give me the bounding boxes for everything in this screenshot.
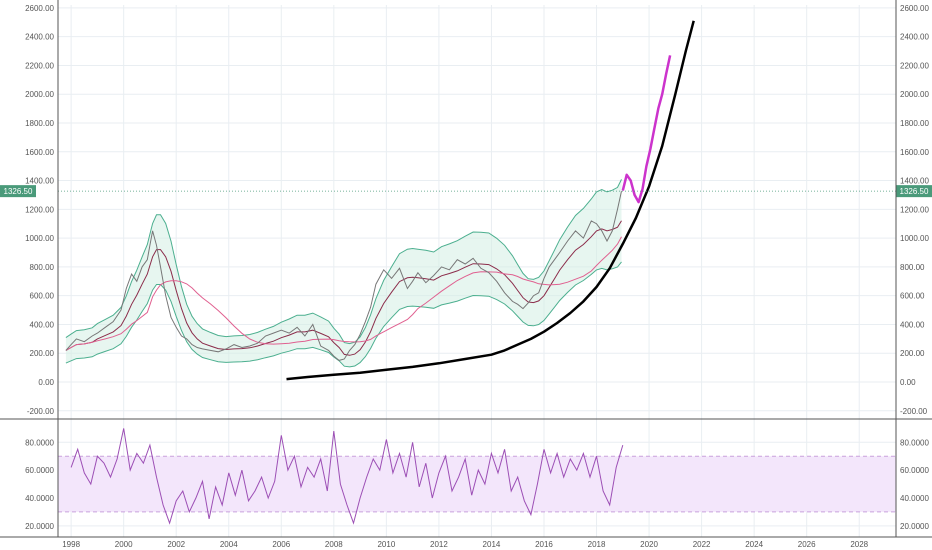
y-tick-left: 1200.00 (25, 205, 54, 214)
y-tick-right: 400.00 (900, 320, 925, 329)
y-tick-right: -200.00 (900, 407, 928, 416)
y-tick-left: 800.00 (30, 263, 55, 272)
x-tick: 2026 (798, 540, 816, 549)
x-tick: 2004 (220, 540, 238, 549)
x-tick: 2008 (325, 540, 343, 549)
y-tick-right: 2000.00 (900, 90, 929, 99)
y-tick-right: 200.00 (900, 349, 925, 358)
x-tick: 2014 (483, 540, 501, 549)
osc-tick-right: 60.0000 (900, 466, 929, 475)
moving-average-fast (65, 220, 622, 356)
y-tick-left: 1600.00 (25, 148, 54, 157)
x-tick: 2012 (430, 540, 448, 549)
y-tick-right: 2600.00 (900, 4, 929, 13)
y-tick-left: 0.00 (38, 378, 54, 387)
price-line (65, 190, 622, 361)
last-price-badge-right (896, 185, 932, 198)
price-series-layer (65, 20, 695, 381)
y-tick-right: 0.00 (900, 378, 916, 387)
oscillator-layer (58, 428, 896, 525)
osc-tick-right: 40.0000 (900, 494, 929, 503)
y-tick-left: 1800.00 (25, 119, 54, 128)
moving-average-slow (65, 236, 622, 351)
trend-curve (286, 20, 695, 381)
x-tick: 1998 (62, 540, 80, 549)
osc-tick-left: 40.0000 (25, 494, 54, 503)
y-tick-left: 200.00 (30, 349, 55, 358)
y-tick-left: 2000.00 (25, 90, 54, 99)
y-tick-right: 800.00 (900, 263, 925, 272)
x-tick: 2028 (850, 540, 868, 549)
y-tick-right: 1000.00 (900, 234, 929, 243)
y-tick-left: 400.00 (30, 320, 55, 329)
x-tick: 2002 (167, 540, 185, 549)
x-tick: 2010 (377, 540, 395, 549)
y-tick-left: 1400.00 (25, 177, 54, 186)
osc-tick-left: 80.0000 (25, 438, 54, 447)
bollinger-upper-line (65, 179, 622, 345)
last-price-label-right: 1326.50 (900, 187, 929, 196)
oscillator-line (70, 428, 624, 525)
x-tick: 2020 (640, 540, 658, 549)
osc-tick-left: 60.0000 (25, 466, 54, 475)
y-tick-right: 1800.00 (900, 119, 929, 128)
osc-tick-right: 80.0000 (900, 438, 929, 447)
y-tick-right: 600.00 (900, 292, 925, 301)
y-tick-right: 2400.00 (900, 33, 929, 42)
osc-tick-left: 20.0000 (25, 522, 54, 531)
x-tick: 2000 (115, 540, 133, 549)
x-tick: 2006 (272, 540, 290, 549)
bollinger-band-layer (65, 179, 622, 368)
y-tick-right: 1200.00 (900, 205, 929, 214)
axes (0, 0, 932, 538)
x-tick: 2022 (693, 540, 711, 549)
y-tick-left: -200.00 (27, 407, 55, 416)
last-price-badge-left (0, 185, 36, 198)
y-tick-left: 2200.00 (25, 61, 54, 70)
y-tick-left: 1000.00 (25, 234, 54, 243)
oscillator-band-fill (58, 456, 896, 512)
y-tick-right: 1400.00 (900, 177, 929, 186)
y-tick-left: 600.00 (30, 292, 55, 301)
y-tick-left: 2600.00 (25, 4, 54, 13)
tick-labels: 2600.00 2600.00 2400.00 2400.00 2200.00 2200.… (25, 4, 929, 549)
x-tick: 2018 (588, 540, 606, 549)
y-tick-right: 1600.00 (900, 148, 929, 157)
bollinger-lower-line (65, 261, 622, 368)
x-tick: 2024 (745, 540, 763, 549)
bollinger-band-fill (65, 179, 622, 367)
last-price-layer: 1326.50 1326.50 (0, 185, 932, 198)
projection-line (621, 55, 672, 204)
x-tick: 2016 (535, 540, 553, 549)
osc-tick-right: 20.0000 (900, 522, 929, 531)
last-price-label-left: 1326.50 (4, 187, 33, 196)
y-tick-right: 2200.00 (900, 61, 929, 70)
y-tick-left: 2400.00 (25, 33, 54, 42)
